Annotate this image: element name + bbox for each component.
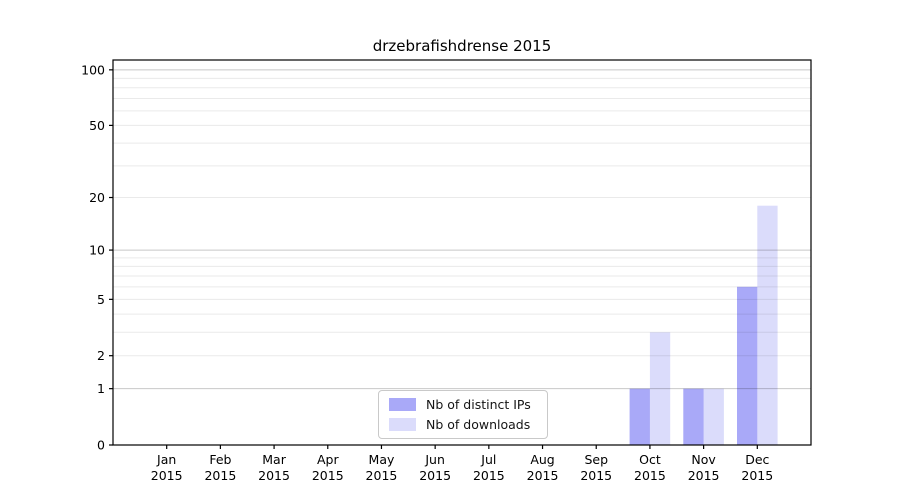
plot-border (112, 59, 812, 446)
x-tick-label-month: Aug (530, 452, 554, 467)
y-tick-label: 1 (97, 381, 105, 396)
bar-downloads-nov (703, 388, 724, 445)
x-tick-label-year: 2015 (580, 468, 612, 483)
x-tick-label-month: Apr (317, 452, 339, 467)
bar-downloads-dec (757, 205, 778, 445)
y-tick-label: 50 (89, 118, 105, 133)
x-tick-label-year: 2015 (419, 468, 451, 483)
legend-item-downloads: Nb of downloads (389, 417, 547, 432)
x-tick-label-year: 2015 (634, 468, 666, 483)
x-tick-label-month: Mar (262, 452, 286, 467)
x-tick-label-year: 2015 (258, 468, 290, 483)
y-tick-label: 10 (89, 243, 105, 258)
x-tick-label-year: 2015 (688, 468, 720, 483)
x-tick-label-month: Jan (156, 452, 176, 467)
legend-label-distinct-ips: Nb of distinct IPs (426, 396, 531, 412)
x-tick-label-month: Jul (480, 452, 496, 467)
bar-distinct-ips-nov (683, 388, 704, 445)
x-tick-label-year: 2015 (527, 468, 559, 483)
x-tick-label-month: Jun (424, 452, 445, 467)
legend: Nb of distinct IPs Nb of downloads (378, 390, 548, 439)
y-tick-label: 100 (81, 62, 105, 77)
x-tick-label-month: Oct (639, 452, 661, 467)
chart-title: drzebrafishdrense 2015 (372, 37, 552, 55)
y-tick-label: 0 (97, 438, 105, 453)
x-tick-label-month: Feb (209, 452, 231, 467)
x-tick-label-month: Nov (691, 452, 716, 467)
x-tick-label-year: 2015 (366, 468, 398, 483)
x-tick-label-year: 2015 (312, 468, 344, 483)
x-tick-label-year: 2015 (204, 468, 236, 483)
x-tick-label-month: May (369, 452, 395, 467)
x-tick-label-year: 2015 (741, 468, 773, 483)
legend-item-distinct-ips: Nb of distinct IPs (389, 397, 547, 412)
legend-swatch-downloads-icon (389, 418, 416, 432)
x-tick-label-year: 2015 (151, 468, 183, 483)
bar-distinct-ips-dec (737, 286, 758, 445)
bar-downloads-oct (649, 332, 671, 445)
y-tick-label: 2 (97, 348, 105, 363)
x-tick-label-month: Dec (745, 452, 769, 467)
legend-label-downloads: Nb of downloads (426, 417, 531, 433)
bar-distinct-ips-oct (629, 388, 650, 445)
x-tick-label-month: Sep (584, 452, 608, 467)
legend-swatch-distinct-ips-icon (389, 397, 416, 411)
y-tick-label: 20 (89, 190, 105, 205)
x-tick-label-year: 2015 (473, 468, 505, 483)
y-tick-label: 5 (97, 292, 105, 307)
